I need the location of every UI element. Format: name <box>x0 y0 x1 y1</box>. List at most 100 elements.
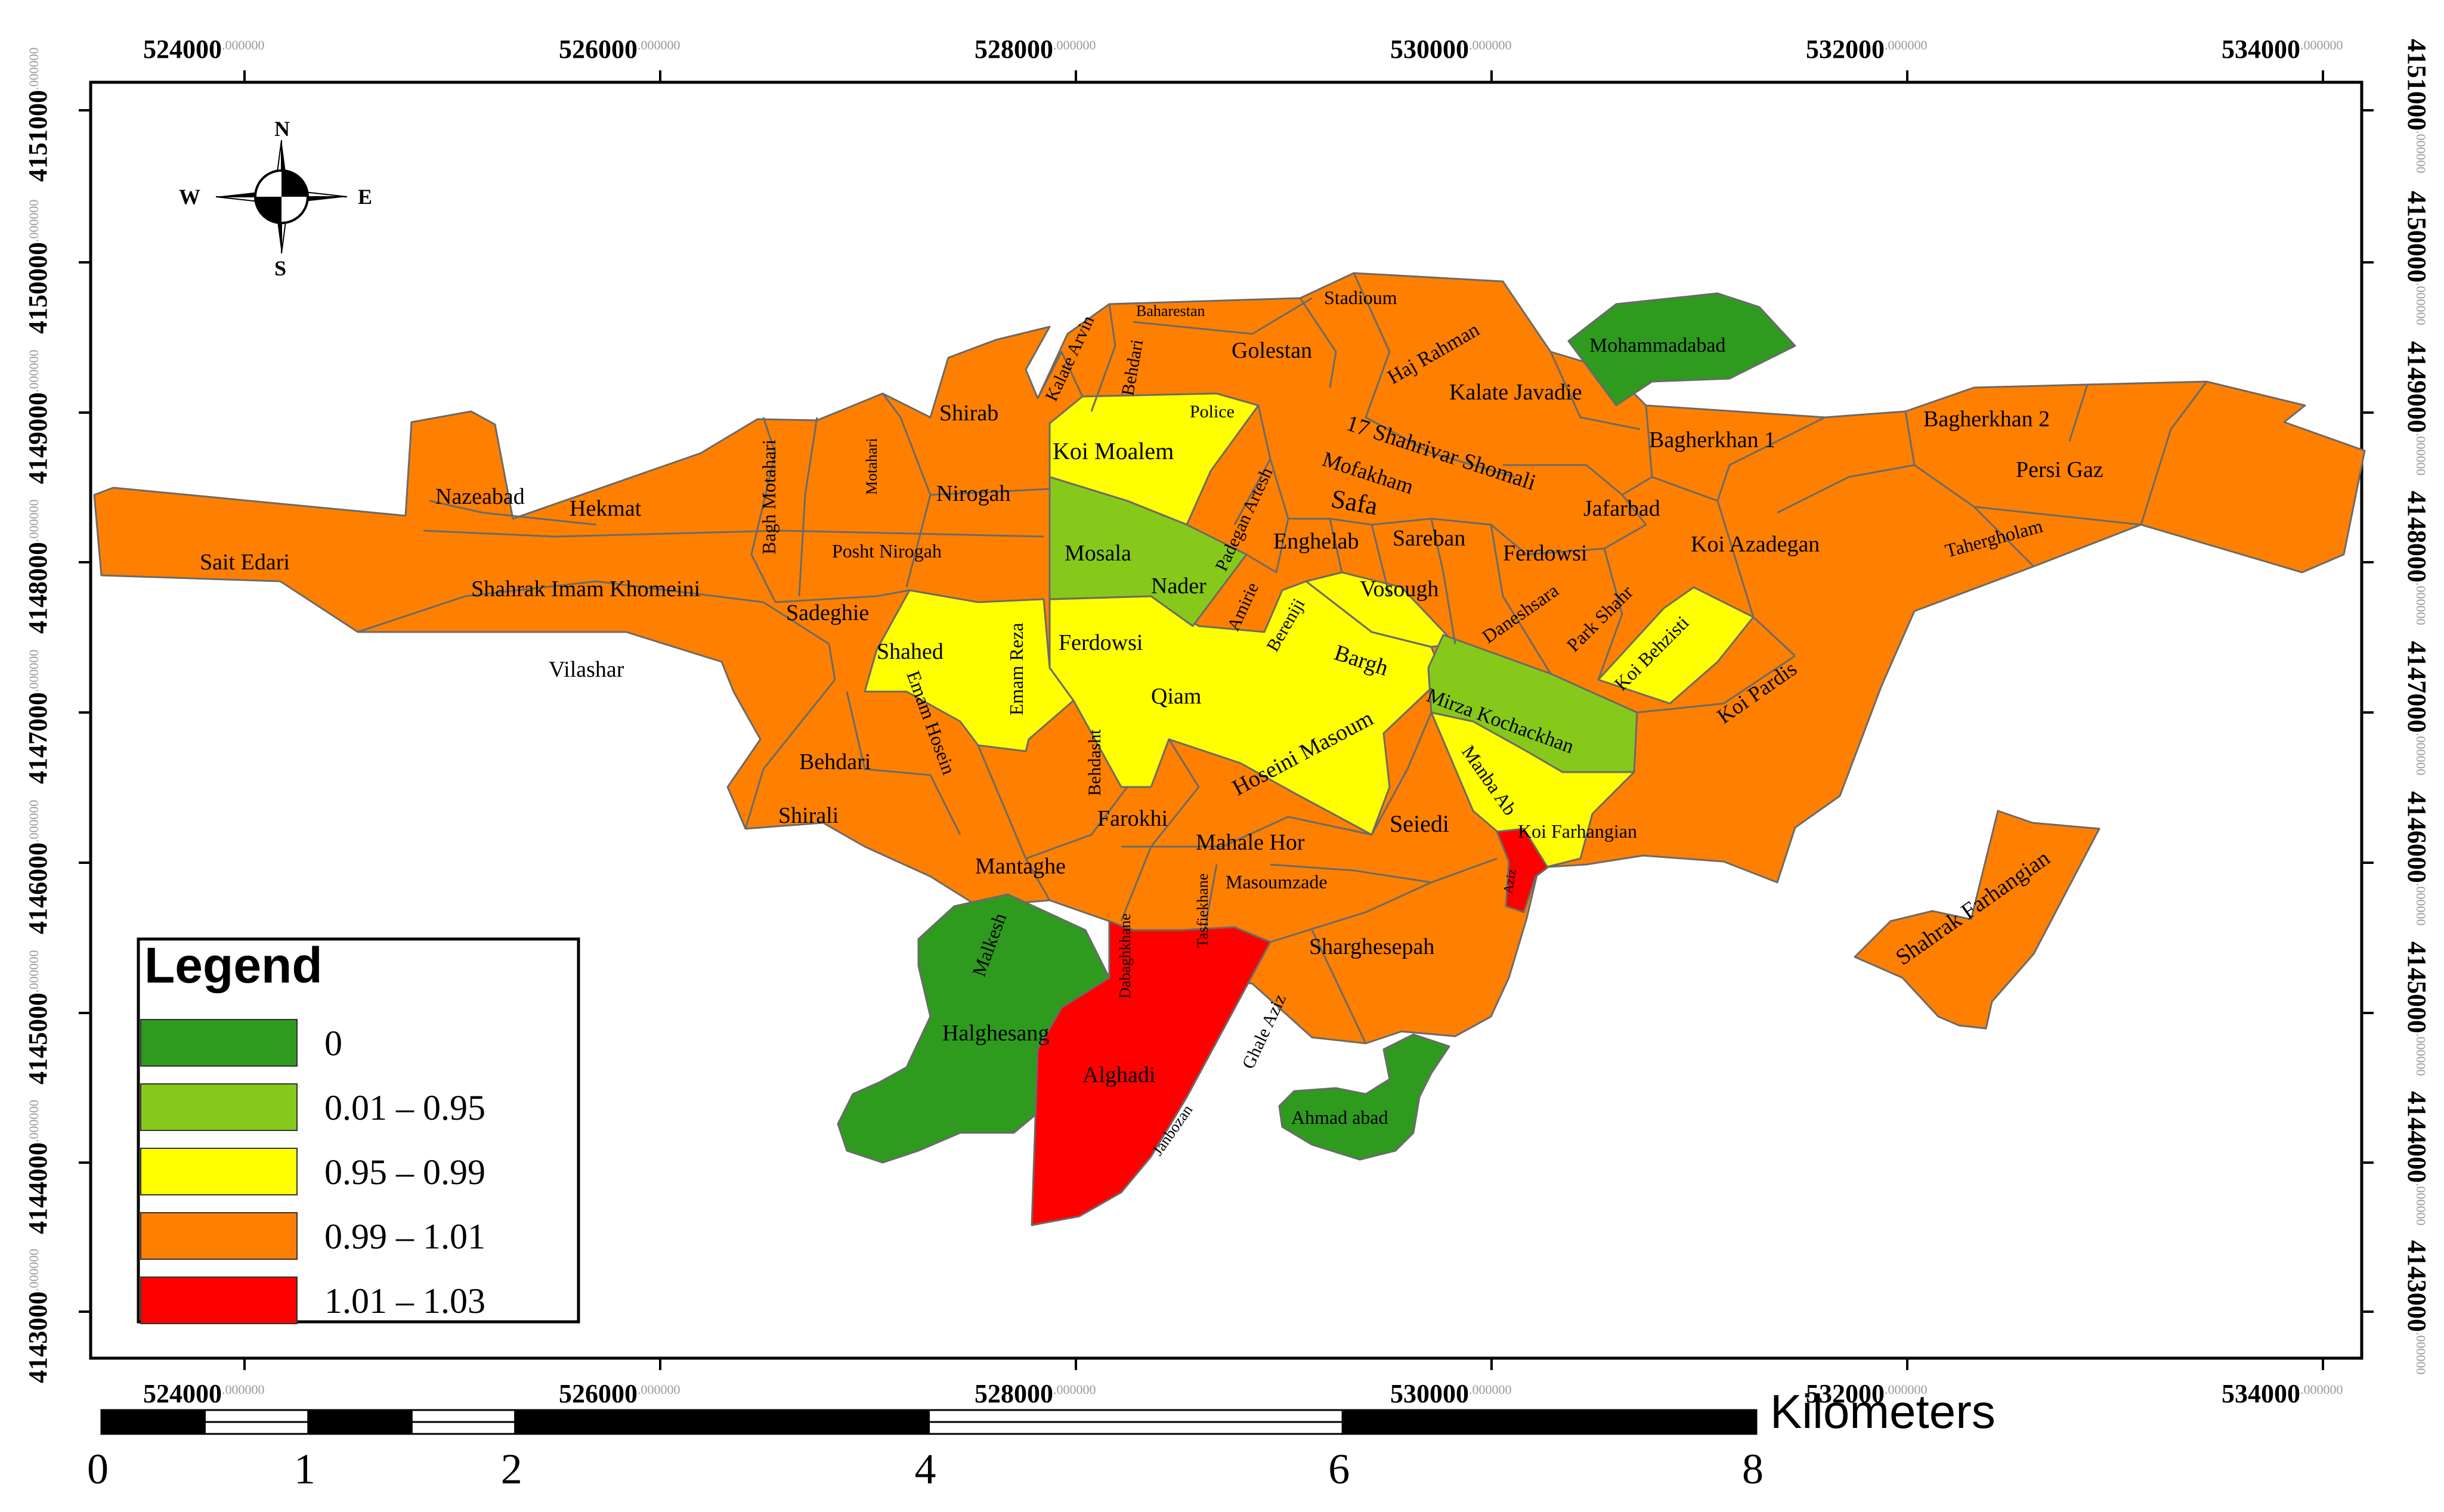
x-tick-label-top: 534000.000000 <box>2222 35 2343 64</box>
scale-bar-segments <box>100 1409 1758 1435</box>
scale-bar-label: 1 <box>294 1445 315 1493</box>
north-arrow: N S W E <box>179 117 372 280</box>
district-label: Shirab <box>939 401 998 426</box>
legend-label: 0 <box>324 1024 342 1063</box>
scale-bar-label: 6 <box>1328 1445 1350 1493</box>
y-tick-label-left: 4147000.000000 <box>23 650 52 785</box>
district-label: Koi Azadegan <box>1691 532 1820 557</box>
district-aziz <box>1496 828 1549 913</box>
y-tick-label-right: 4151000.000000 <box>2402 39 2431 173</box>
y-tick-label-left: 4144000.000000 <box>23 1100 52 1235</box>
scale-bar-segment <box>307 1409 413 1423</box>
district-label: Shahed <box>877 639 943 664</box>
district-ahmad-abad <box>1278 1033 1450 1161</box>
x-axis-labels-top: 524000.000000 526000.000000 528000.000000 5… <box>143 35 2343 64</box>
legend-swatch <box>140 1212 298 1260</box>
district-label: Mosala <box>1065 541 1131 566</box>
scale-bar-segment <box>928 1409 1344 1423</box>
district-label: Farokhi <box>1097 806 1168 831</box>
scale-bar-unit: Kilometers <box>1770 1385 1996 1438</box>
x-axis-labels-bottom: 524000.000000 526000.000000 528000.000000 5… <box>143 1379 2343 1408</box>
district-label: Baharestan <box>1136 302 1205 320</box>
district-label: Vosough <box>1360 577 1438 602</box>
district-label: Persi Gaz <box>2016 457 2103 482</box>
compass-e-label: E <box>358 185 372 209</box>
district-label: Sharghesepah <box>1309 934 1434 959</box>
district-mirza-kochackhan <box>1427 634 1638 773</box>
district-label: Mahale Hor <box>1196 830 1305 855</box>
district-label: Hekmat <box>570 496 642 521</box>
legend-title: Legend <box>144 937 323 993</box>
x-tick-label-top: 524000.000000 <box>143 35 265 64</box>
district-label: Enghelab <box>1273 529 1359 554</box>
district-label: Alghadi <box>1082 1062 1155 1087</box>
district-alghadi <box>1031 920 1272 1226</box>
scale-bar-segment <box>100 1421 206 1435</box>
legend-label: 1.01 – 1.03 <box>324 1281 485 1321</box>
scale-bar-segment <box>1341 1409 1758 1423</box>
district-label: Ahmad abad <box>1291 1107 1388 1128</box>
scale-bar-label: 2 <box>501 1445 522 1493</box>
x-tick-label-top: 528000.000000 <box>974 35 1096 64</box>
district-label: Jafarbad <box>1583 496 1660 521</box>
compass-w-label: W <box>179 185 200 209</box>
y-tick-label-right: 4148000.000000 <box>2402 491 2431 625</box>
district-polygons <box>93 272 2366 1226</box>
compass-n-label: N <box>274 117 290 141</box>
district-label: Emam Reza <box>1006 623 1027 715</box>
district-label: Sareban <box>1393 526 1465 551</box>
district-label: Qiam <box>1151 684 1201 709</box>
district-label: Tasfiekhane <box>1194 873 1211 948</box>
district-label: Ferdowsi <box>1059 630 1143 655</box>
legend-swatch <box>140 1083 298 1131</box>
x-tick-label-bottom: 532000.000000 <box>1806 1379 1928 1408</box>
y-tick-label-right: 4145000.000000 <box>2402 941 2431 1076</box>
scale-bar-label: 8 <box>1742 1445 1764 1493</box>
district-label: Bagherkhan 2 <box>1923 407 2050 432</box>
legend-label: 0.01 – 0.95 <box>324 1088 485 1127</box>
scale-bar-segment <box>928 1421 1344 1435</box>
district-label: Masoumzade <box>1226 871 1328 893</box>
y-axis-labels-left: 4151000.000000 4150000.000000 4149000.0000… <box>23 48 52 1384</box>
district-label: Behdasht <box>1085 729 1105 796</box>
scale-bar-segment <box>100 1409 206 1423</box>
y-tick-label-left: 4150000.000000 <box>23 200 52 334</box>
district-label: Stadioum <box>1324 287 1397 308</box>
district-label: Kalate Javadie <box>1449 380 1582 405</box>
district-label: Nirogah <box>936 481 1011 506</box>
district-mosala-nader <box>1048 476 1248 627</box>
district-label: Nazeabad <box>435 484 525 509</box>
district-label: Ferdowsi <box>1503 541 1587 566</box>
district-label: Bagherkhan 1 <box>1649 427 1775 453</box>
x-tick-label-top: 532000.000000 <box>1806 35 1928 64</box>
district-label: Koi Farhangian <box>1518 820 1637 842</box>
district-label: Mohammadabad <box>1589 334 1726 357</box>
y-tick-label-left: 4145000.000000 <box>23 950 52 1085</box>
legend-swatch <box>140 1148 298 1195</box>
x-tick-label-bottom: 526000.000000 <box>559 1379 680 1408</box>
scale-bar-segment <box>514 1409 930 1423</box>
y-tick-label-right: 4144000.000000 <box>2402 1091 2431 1226</box>
district-label: Police <box>1190 402 1235 422</box>
x-tick-label-bottom: 530000.000000 <box>1390 1379 1512 1408</box>
y-tick-label-right: 4147000.000000 <box>2402 641 2431 776</box>
y-tick-label-right: 4143000.000000 <box>2402 1240 2431 1375</box>
y-tick-label-right: 4150000.000000 <box>2402 191 2431 326</box>
scale-bar: Kilometers 0 1 2 4 6 8 <box>87 1385 1996 1493</box>
district-label: Seiedi <box>1390 810 1449 837</box>
district-label: Shahrak Imam Khomeini <box>471 577 700 602</box>
y-tick-label-left: 4148000.000000 <box>23 500 52 634</box>
y-tick-label-left: 4149000.000000 <box>23 350 52 485</box>
scale-bar-segment <box>410 1421 516 1435</box>
y-tick-label-right: 4146000.000000 <box>2402 791 2431 926</box>
scale-bar-segment <box>203 1421 310 1435</box>
x-tick-label-top: 530000.000000 <box>1390 35 1512 64</box>
y-tick-label-left: 4146000.000000 <box>23 800 52 935</box>
x-tick-label-bottom: 528000.000000 <box>974 1379 1096 1408</box>
y-tick-label-left: 4143000.000000 <box>23 1249 52 1384</box>
legend-label: 0.95 – 0.99 <box>324 1152 485 1192</box>
district-label: Mantaghe <box>975 854 1066 879</box>
scale-bar-segment <box>203 1409 310 1423</box>
